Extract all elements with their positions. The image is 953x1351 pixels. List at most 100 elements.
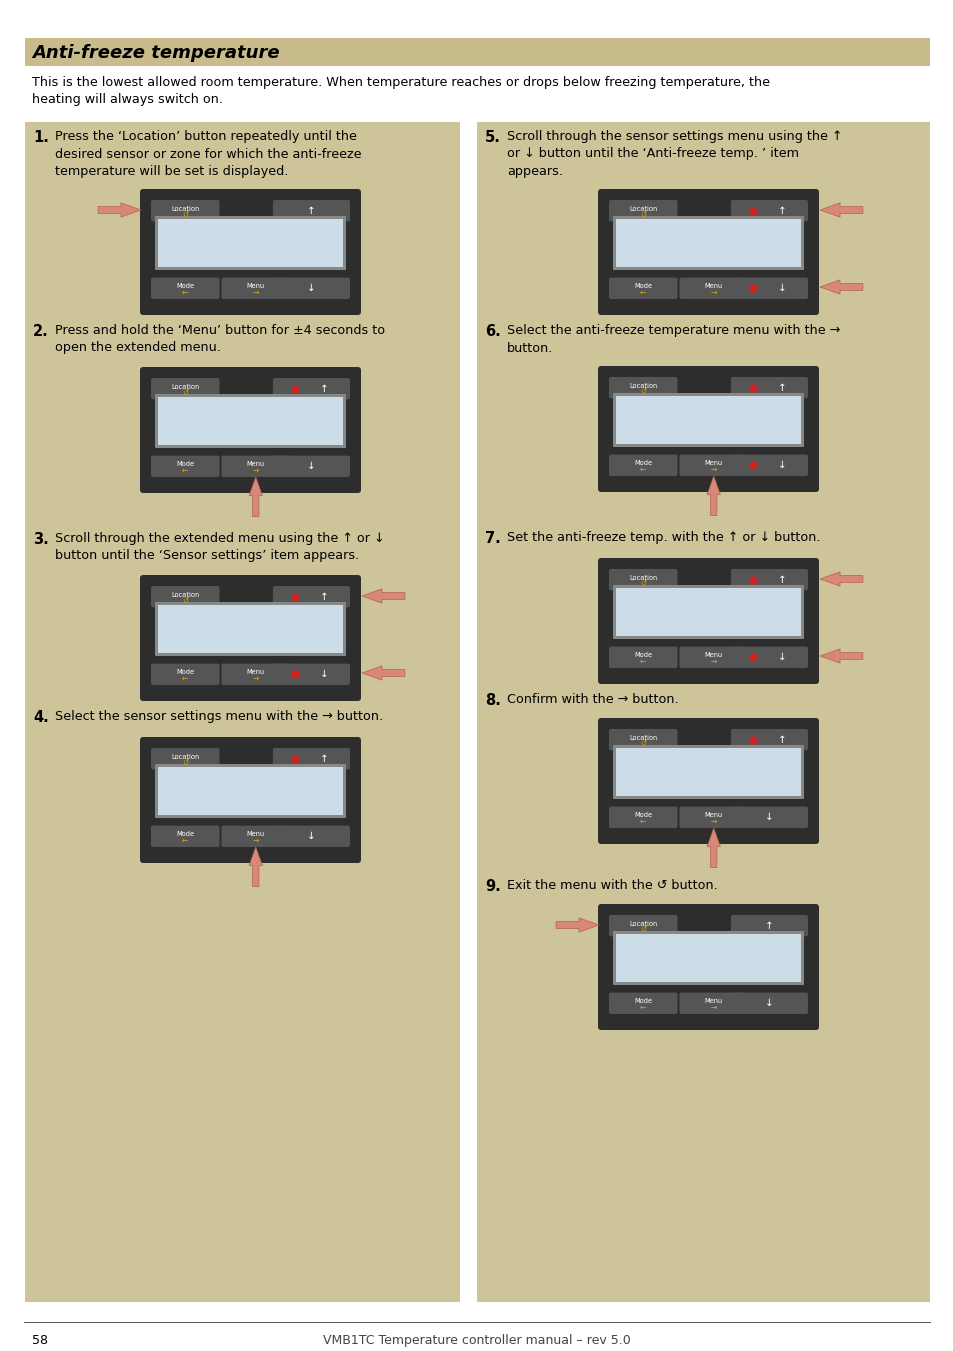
Text: ↓: ↓: [778, 653, 786, 662]
FancyBboxPatch shape: [273, 748, 350, 770]
FancyBboxPatch shape: [140, 738, 360, 863]
Polygon shape: [820, 571, 862, 586]
FancyBboxPatch shape: [608, 915, 677, 936]
Text: Mode: Mode: [634, 812, 652, 819]
Text: Menu: Menu: [247, 284, 265, 289]
Text: →: →: [710, 288, 717, 297]
Text: ↓: ↓: [320, 669, 329, 680]
FancyBboxPatch shape: [273, 378, 350, 400]
Text: ↑: ↑: [778, 382, 786, 393]
Text: Scroll through the sensor settings menu using the ↑
or ↓ button until the ‘Anti-: Scroll through the sensor settings menu …: [506, 130, 841, 178]
FancyBboxPatch shape: [151, 277, 219, 299]
FancyBboxPatch shape: [613, 585, 803, 639]
Text: 1.: 1.: [33, 130, 49, 145]
FancyBboxPatch shape: [679, 277, 747, 299]
FancyBboxPatch shape: [598, 189, 818, 315]
Polygon shape: [820, 280, 862, 295]
Text: ↓: ↓: [307, 461, 315, 471]
Bar: [25, 38, 929, 66]
FancyBboxPatch shape: [598, 558, 818, 684]
Text: Press the ‘Location’ button repeatedly until the
desired sensor or zone for whic: Press the ‘Location’ button repeatedly u…: [55, 130, 361, 178]
Text: ←: ←: [639, 465, 646, 474]
FancyBboxPatch shape: [679, 993, 747, 1015]
Text: ↓: ↓: [764, 812, 773, 823]
Polygon shape: [820, 203, 862, 218]
FancyBboxPatch shape: [158, 397, 343, 444]
FancyBboxPatch shape: [273, 825, 350, 847]
FancyBboxPatch shape: [273, 277, 350, 299]
Text: ←: ←: [639, 817, 646, 827]
FancyBboxPatch shape: [598, 366, 818, 492]
Text: ←: ←: [639, 1004, 646, 1012]
FancyBboxPatch shape: [154, 394, 346, 449]
FancyBboxPatch shape: [679, 807, 747, 828]
Text: →: →: [710, 1004, 717, 1012]
FancyBboxPatch shape: [140, 576, 360, 701]
Text: ↑: ↑: [320, 754, 329, 763]
Text: ↓: ↓: [764, 998, 773, 1008]
Text: Menu: Menu: [704, 284, 722, 289]
Text: Location: Location: [628, 574, 657, 581]
Text: ↑: ↑: [307, 205, 315, 216]
FancyBboxPatch shape: [608, 454, 677, 476]
Text: ←: ←: [639, 288, 646, 297]
Text: Location: Location: [171, 754, 199, 759]
FancyBboxPatch shape: [730, 277, 807, 299]
FancyBboxPatch shape: [608, 807, 677, 828]
FancyBboxPatch shape: [679, 454, 747, 476]
Text: ↺: ↺: [639, 580, 646, 589]
Text: Location: Location: [628, 205, 657, 212]
FancyBboxPatch shape: [158, 219, 343, 267]
Text: This is the lowest allowed room temperature. When temperature reaches or drops b: This is the lowest allowed room temperat…: [32, 76, 769, 89]
Text: Press and hold the ‘Menu’ button for ±4 seconds to
open the extended menu.: Press and hold the ‘Menu’ button for ±4 …: [55, 324, 385, 354]
FancyBboxPatch shape: [608, 200, 677, 222]
FancyBboxPatch shape: [154, 216, 346, 270]
Polygon shape: [706, 476, 720, 516]
Text: 3.: 3.: [33, 532, 49, 547]
FancyBboxPatch shape: [273, 455, 350, 477]
Text: ↓: ↓: [778, 461, 786, 470]
Text: ←: ←: [182, 836, 189, 846]
Text: ↓: ↓: [307, 831, 315, 842]
FancyBboxPatch shape: [273, 663, 350, 685]
FancyBboxPatch shape: [616, 934, 801, 982]
FancyBboxPatch shape: [613, 393, 803, 447]
FancyBboxPatch shape: [151, 200, 219, 222]
Text: 4.: 4.: [33, 711, 49, 725]
Bar: [25, 122, 459, 1302]
Text: Mode: Mode: [634, 284, 652, 289]
FancyBboxPatch shape: [608, 993, 677, 1015]
FancyBboxPatch shape: [140, 367, 360, 493]
Text: Location: Location: [171, 384, 199, 389]
FancyBboxPatch shape: [613, 216, 803, 270]
Polygon shape: [556, 917, 598, 932]
FancyBboxPatch shape: [608, 277, 677, 299]
FancyBboxPatch shape: [608, 647, 677, 667]
Text: ↺: ↺: [639, 388, 646, 397]
FancyBboxPatch shape: [151, 455, 219, 477]
Text: heating will always switch on.: heating will always switch on.: [32, 93, 223, 105]
Text: Location: Location: [171, 205, 199, 212]
FancyBboxPatch shape: [616, 396, 801, 444]
Text: →: →: [710, 657, 717, 666]
Text: Mode: Mode: [634, 461, 652, 466]
Polygon shape: [249, 477, 262, 516]
Text: Mode: Mode: [634, 653, 652, 658]
FancyBboxPatch shape: [608, 569, 677, 590]
FancyBboxPatch shape: [730, 377, 807, 399]
Text: Mode: Mode: [176, 461, 194, 467]
Text: ↑: ↑: [320, 384, 329, 393]
Text: Exit the menu with the ↺ button.: Exit the menu with the ↺ button.: [506, 880, 717, 892]
FancyBboxPatch shape: [616, 219, 801, 267]
Text: Mode: Mode: [176, 831, 194, 838]
FancyBboxPatch shape: [608, 730, 677, 750]
FancyBboxPatch shape: [151, 586, 219, 608]
FancyBboxPatch shape: [730, 454, 807, 476]
Text: ↑: ↑: [778, 735, 786, 744]
FancyBboxPatch shape: [598, 717, 818, 844]
FancyBboxPatch shape: [221, 277, 290, 299]
Text: Select the anti-freeze temperature menu with the →
button.: Select the anti-freeze temperature menu …: [506, 324, 840, 354]
Text: ↺: ↺: [182, 758, 189, 767]
FancyBboxPatch shape: [616, 748, 801, 796]
FancyBboxPatch shape: [730, 647, 807, 667]
